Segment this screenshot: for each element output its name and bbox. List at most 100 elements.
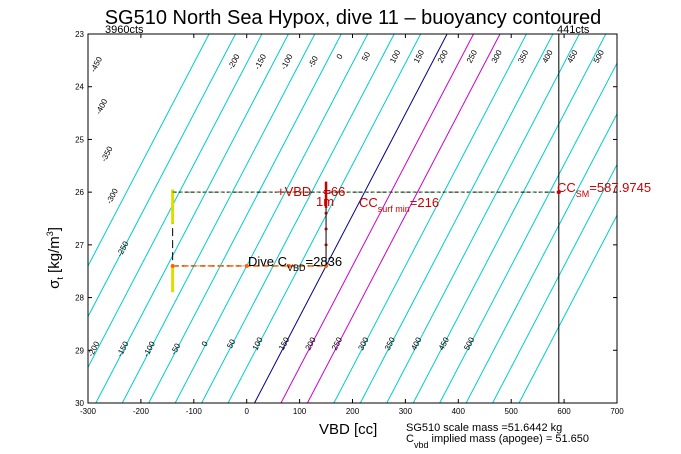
x-tick-label: -200: [133, 407, 150, 416]
cc-surf-min-value: =216: [410, 195, 439, 210]
contour-label: 450: [565, 48, 579, 64]
contour-label: -150: [115, 339, 131, 358]
contour-label: 150: [412, 48, 426, 64]
contour-label: 150: [277, 335, 291, 351]
y-tick-label: 29: [75, 346, 84, 355]
plot-frame: [87, 33, 618, 404]
chart-title: SG510 North Sea Hypox, dive 11 – buoyanc…: [105, 7, 602, 29]
x-tick-label: 300: [399, 407, 413, 416]
contour-line: [88, 34, 263, 369]
y-axis-label-sub: t: [55, 277, 65, 280]
x-tick-label: 600: [557, 407, 571, 416]
contour-line: [386, 34, 580, 403]
x-axis-ticks: -300 -200 -100 0 100 200 300 400 500 600 700: [80, 34, 624, 416]
y-axis-label: σt [kg/m3]: [45, 227, 65, 289]
contour-label: -450: [89, 55, 105, 74]
y-tick-label: 28: [75, 294, 84, 303]
x-tick-label: 200: [346, 407, 360, 416]
implied-mass-footnote: Cvbd implied mass (apogee) = 51.650: [406, 433, 589, 450]
contour-label: -300: [105, 187, 121, 206]
scale-mass-footnote: SG510 scale mass =51.6442 kg: [406, 422, 562, 434]
cc-sm-sub: SM: [576, 189, 590, 199]
dive-cvbd-prefix: Dive C: [248, 254, 287, 269]
contour-line: [95, 34, 289, 403]
implied-mass-prefix: C: [406, 433, 414, 445]
implied-mass-rest: implied mass (apogee) = 51.650: [428, 433, 589, 445]
x-tick-label: -300: [80, 407, 97, 416]
contour-line: [492, 163, 617, 403]
contour-line: [88, 34, 236, 318]
contour-line: [121, 34, 316, 403]
contour-label: 100: [388, 48, 402, 64]
contour-line: [201, 34, 395, 403]
implied-mass-sub: vbd: [414, 440, 429, 450]
vbd-point: [324, 211, 328, 215]
contour-lines: [88, 34, 617, 403]
dive-cvbd-annotation: Dive CVBD=2836: [248, 254, 342, 273]
contour-label: 350: [383, 335, 397, 351]
y-tick-label: 24: [75, 83, 84, 92]
dive-point: [287, 263, 292, 268]
contour-label: -50: [169, 341, 183, 356]
dive-cvbd-sub: VBD: [287, 263, 306, 273]
contour-label: -50: [307, 54, 321, 69]
contour-line: [148, 34, 342, 403]
y-axis-label-close: ]: [46, 227, 63, 231]
contour-label: 100: [251, 335, 265, 351]
contour-line: [412, 34, 607, 403]
x-tick-label: 0: [244, 407, 249, 416]
x-tick-label: 400: [452, 407, 466, 416]
dive-cvbd-value: =2836: [306, 254, 343, 269]
y-tick-label: 26: [75, 188, 84, 197]
contour-label: -250: [115, 239, 131, 258]
contour-line: [280, 34, 474, 403]
y-tick-label: 23: [75, 30, 84, 39]
vbd-annotation-value: =66: [323, 184, 345, 199]
contour-label: 0: [200, 339, 210, 348]
contour-label: 300: [356, 335, 370, 351]
contour-label: 450: [437, 335, 451, 351]
vbd-point: [324, 227, 328, 231]
contour-labels: -450 -400 -350 -300 -250 -200 -150 -100 -50 0 50 10…: [88, 48, 606, 358]
y-tick-label: 27: [75, 241, 84, 250]
contour-label: 250: [465, 48, 479, 64]
y-axis-ticks: 23 24 25 26 27 28 29 30: [75, 30, 617, 408]
contour-label: 250: [330, 335, 344, 351]
x-axis-label: VBD [cc]: [319, 421, 377, 438]
y-tick-label: 30: [75, 399, 84, 408]
contour-label: 500: [592, 48, 606, 64]
contour-label: 500: [462, 335, 476, 351]
contour-label: 400: [541, 48, 555, 64]
y-tick-label: 25: [75, 135, 84, 144]
contour-line: [465, 112, 617, 403]
cc-sm-value: =587.9745: [589, 180, 651, 195]
contour-label: 50: [225, 337, 237, 350]
cc-sm-point: [556, 190, 561, 195]
contour-label: -200: [226, 52, 242, 71]
contour-line: [174, 34, 369, 403]
vbd-annotation: +VBD =66: [277, 184, 345, 199]
x-tick-label: 700: [610, 407, 624, 416]
contour-line: [88, 34, 210, 268]
contour-line: [518, 214, 617, 403]
contour-line: [306, 34, 501, 403]
vbd-point: [324, 243, 328, 247]
contour-label: -400: [94, 97, 110, 116]
contour-label: 0: [335, 52, 345, 61]
left-count-label: 3960cts: [105, 24, 144, 36]
right-count-label: 441cts: [557, 24, 590, 36]
contour-line: [227, 34, 422, 403]
profile-overlay: [170, 34, 561, 403]
contour-line: [254, 34, 448, 403]
dive-point: [244, 263, 249, 268]
contour-label: -100: [279, 52, 295, 71]
dive-point: [324, 263, 329, 268]
contour-line: [333, 34, 527, 403]
contour-label: 400: [409, 335, 423, 351]
cc-surf-min-annotation: CCsurf min=216: [359, 195, 439, 214]
y-axis-label-sup: 3: [45, 231, 55, 236]
dive-point: [170, 263, 175, 268]
contour-line: [439, 62, 617, 403]
y-axis-label-sigma: σ: [46, 279, 63, 289]
contour-label: -350: [99, 144, 115, 163]
